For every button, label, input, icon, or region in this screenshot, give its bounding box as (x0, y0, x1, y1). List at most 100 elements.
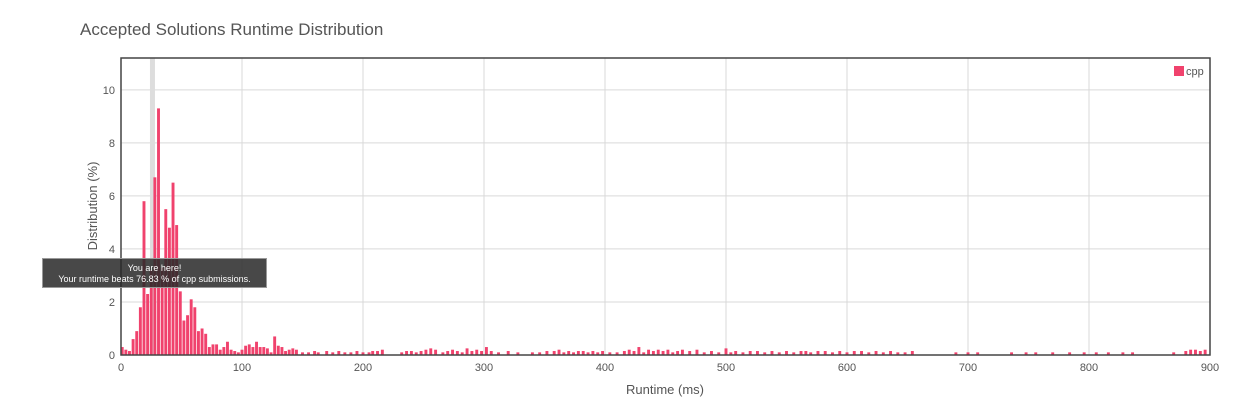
bar[interactable] (405, 351, 409, 355)
bar[interactable] (325, 351, 329, 355)
bar[interactable] (545, 351, 549, 355)
bar[interactable] (200, 328, 204, 355)
bar[interactable] (770, 351, 774, 355)
bar[interactable] (596, 352, 600, 355)
bar[interactable] (615, 352, 619, 355)
bar[interactable] (189, 299, 193, 355)
bar[interactable] (451, 349, 454, 355)
bar[interactable] (236, 352, 240, 355)
bar[interactable] (475, 349, 479, 355)
bar[interactable] (355, 351, 359, 355)
bar[interactable] (255, 341, 258, 355)
bar[interactable] (265, 348, 269, 355)
bar[interactable] (343, 352, 347, 355)
bar[interactable] (954, 352, 958, 355)
bar[interactable] (661, 351, 665, 355)
bar[interactable] (647, 349, 651, 355)
bar[interactable] (1094, 352, 1098, 355)
bar[interactable] (380, 349, 384, 355)
bar[interactable] (874, 351, 878, 355)
bar[interactable] (734, 351, 738, 355)
bar[interactable] (910, 351, 914, 355)
bar[interactable] (294, 349, 298, 355)
bar[interactable] (269, 352, 273, 355)
bar[interactable] (128, 351, 131, 355)
bar[interactable] (632, 351, 636, 355)
bar[interactable] (799, 351, 803, 355)
bar[interactable] (149, 270, 153, 355)
bar[interactable] (222, 347, 226, 355)
bar[interactable] (400, 352, 404, 355)
bar[interactable] (182, 320, 186, 355)
bar[interactable] (1024, 352, 1028, 355)
bar[interactable] (530, 352, 534, 355)
bar[interactable] (671, 352, 675, 355)
bar[interactable] (867, 352, 871, 355)
bar[interactable] (273, 336, 277, 355)
bar[interactable] (434, 349, 438, 355)
bar[interactable] (337, 351, 341, 355)
bar[interactable] (233, 351, 237, 355)
bar[interactable] (441, 352, 445, 355)
bar[interactable] (167, 227, 171, 355)
bar[interactable] (331, 352, 335, 355)
bar[interactable] (1121, 352, 1125, 355)
bar[interactable] (823, 351, 827, 355)
bar[interactable] (175, 225, 179, 355)
bar[interactable] (680, 349, 684, 355)
bar[interactable] (1194, 349, 1197, 355)
bar[interactable] (480, 351, 484, 355)
bar[interactable] (966, 352, 970, 355)
bar[interactable] (211, 344, 215, 355)
bar[interactable] (627, 349, 631, 355)
bar[interactable] (717, 352, 721, 355)
bar[interactable] (622, 351, 626, 355)
bar[interactable] (262, 347, 266, 355)
bar[interactable] (376, 351, 379, 355)
bar[interactable] (695, 349, 699, 355)
bar[interactable] (688, 351, 692, 355)
bar[interactable] (429, 348, 433, 355)
bar[interactable] (831, 352, 834, 355)
bar[interactable] (316, 352, 320, 355)
bar[interactable] (215, 344, 219, 355)
bar[interactable] (976, 352, 980, 355)
bar[interactable] (756, 351, 759, 355)
bar[interactable] (186, 315, 190, 355)
bar[interactable] (1010, 352, 1014, 355)
bar[interactable] (710, 351, 713, 355)
bar[interactable] (160, 267, 164, 355)
bar[interactable] (748, 351, 752, 355)
bar[interactable] (131, 339, 135, 355)
bar[interactable] (460, 352, 464, 355)
bar[interactable] (1189, 349, 1193, 355)
bar[interactable] (284, 351, 288, 355)
bar[interactable] (178, 291, 182, 355)
bar[interactable] (1131, 352, 1135, 355)
bar[interactable] (276, 345, 280, 355)
bar[interactable] (586, 352, 590, 355)
bar[interactable] (484, 347, 488, 355)
bar[interactable] (244, 345, 248, 355)
bar[interactable] (349, 352, 353, 355)
bar[interactable] (562, 352, 566, 355)
bar[interactable] (1203, 349, 1207, 355)
bar[interactable] (409, 351, 413, 355)
bar[interactable] (538, 352, 542, 355)
bar[interactable] (816, 351, 820, 355)
bar[interactable] (470, 351, 474, 355)
bar[interactable] (903, 352, 907, 355)
bar[interactable] (642, 352, 646, 355)
bar[interactable] (465, 348, 469, 355)
bar[interactable] (291, 348, 295, 355)
bar[interactable] (371, 351, 375, 355)
bar[interactable] (367, 352, 371, 355)
bar[interactable] (193, 307, 197, 355)
bar[interactable] (424, 349, 428, 355)
bar[interactable] (591, 351, 595, 355)
bar[interactable] (676, 351, 680, 355)
bar[interactable] (258, 347, 262, 355)
bar[interactable] (120, 347, 124, 355)
bar[interactable] (572, 352, 575, 355)
bar[interactable] (1034, 352, 1038, 355)
